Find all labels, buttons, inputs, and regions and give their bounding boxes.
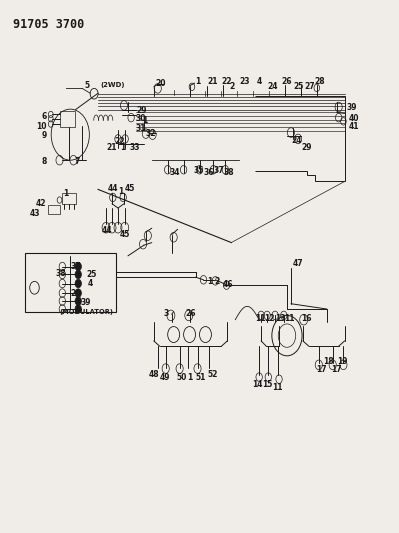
Text: 27: 27 (305, 82, 316, 91)
Text: 45: 45 (125, 184, 136, 193)
Bar (47, 205, 59, 214)
Text: 23: 23 (239, 77, 250, 86)
Text: 14: 14 (253, 380, 263, 389)
Text: 1: 1 (118, 187, 123, 196)
Text: 52: 52 (207, 370, 218, 379)
Text: 50: 50 (177, 374, 187, 382)
Text: 25: 25 (86, 270, 97, 279)
Text: 22: 22 (114, 138, 124, 147)
Circle shape (75, 297, 81, 305)
Text: 21: 21 (207, 77, 218, 86)
Text: 1: 1 (207, 277, 212, 286)
Text: 33: 33 (130, 143, 140, 152)
Text: 24: 24 (267, 82, 278, 91)
Text: 44: 44 (102, 225, 113, 235)
Text: 12: 12 (264, 314, 275, 323)
Text: 91705 3700: 91705 3700 (13, 18, 84, 31)
Text: 35: 35 (194, 166, 204, 175)
Text: 11: 11 (255, 314, 266, 323)
Circle shape (75, 262, 81, 271)
Text: 21: 21 (106, 143, 117, 152)
Text: 48: 48 (148, 370, 159, 379)
Text: 46: 46 (223, 280, 233, 289)
Text: 17: 17 (331, 365, 341, 374)
Text: 1: 1 (196, 77, 201, 86)
Text: 4: 4 (87, 279, 93, 288)
Bar (25, 253, 116, 312)
Text: 43: 43 (30, 209, 40, 218)
Bar (59, 111, 75, 127)
Text: 36: 36 (203, 168, 214, 177)
Text: 31: 31 (136, 124, 146, 133)
Text: 11: 11 (284, 314, 294, 323)
Text: 29: 29 (136, 106, 146, 115)
Text: 10: 10 (36, 122, 46, 131)
Text: 7: 7 (74, 157, 80, 166)
Text: 1: 1 (188, 374, 193, 382)
Text: 6: 6 (41, 112, 46, 121)
Text: 40: 40 (349, 114, 359, 123)
Text: 39: 39 (80, 298, 91, 307)
Text: 22: 22 (221, 77, 232, 86)
Text: 17: 17 (316, 365, 327, 374)
Text: 38: 38 (223, 168, 234, 177)
Text: 3: 3 (164, 309, 169, 318)
Text: 34: 34 (170, 168, 180, 177)
Text: 29: 29 (301, 143, 311, 152)
Text: 25: 25 (293, 82, 303, 91)
Text: 44: 44 (108, 184, 119, 193)
Text: 2: 2 (215, 277, 220, 286)
Text: 30: 30 (136, 114, 146, 123)
Text: 37: 37 (213, 166, 224, 175)
Text: 51: 51 (196, 374, 206, 382)
Text: 4: 4 (257, 77, 263, 86)
Text: 1: 1 (63, 189, 69, 198)
Text: 28: 28 (315, 77, 326, 86)
Text: 1: 1 (120, 143, 125, 152)
Text: 8: 8 (41, 157, 46, 166)
Text: 11: 11 (272, 383, 283, 392)
Text: 1: 1 (142, 116, 147, 125)
Text: 32: 32 (146, 129, 156, 138)
Text: 24: 24 (291, 136, 302, 146)
Text: (MODULATOR): (MODULATOR) (59, 310, 114, 316)
Text: 26: 26 (186, 309, 196, 318)
Bar (62, 193, 76, 204)
Text: 47: 47 (293, 259, 304, 268)
Text: 20: 20 (70, 289, 81, 298)
Text: 45: 45 (120, 230, 130, 239)
Text: 42: 42 (36, 199, 46, 208)
Text: 37: 37 (70, 262, 81, 271)
Text: 5: 5 (84, 81, 89, 90)
Text: 2: 2 (229, 82, 235, 91)
Text: 49: 49 (160, 374, 170, 382)
Circle shape (75, 270, 81, 279)
Text: 19: 19 (337, 358, 347, 367)
Text: 18: 18 (323, 358, 334, 367)
Text: 16: 16 (301, 314, 311, 323)
Text: 38: 38 (56, 269, 66, 278)
Text: 26: 26 (281, 77, 292, 86)
Text: 39: 39 (347, 103, 357, 112)
Text: 15: 15 (262, 380, 273, 389)
Circle shape (75, 305, 81, 313)
Text: 9: 9 (41, 131, 46, 140)
Text: 41: 41 (349, 122, 359, 131)
Text: (2WD): (2WD) (100, 82, 124, 88)
Circle shape (75, 279, 81, 288)
Text: 20: 20 (156, 79, 166, 88)
Text: 13: 13 (275, 314, 286, 323)
Circle shape (75, 289, 81, 297)
